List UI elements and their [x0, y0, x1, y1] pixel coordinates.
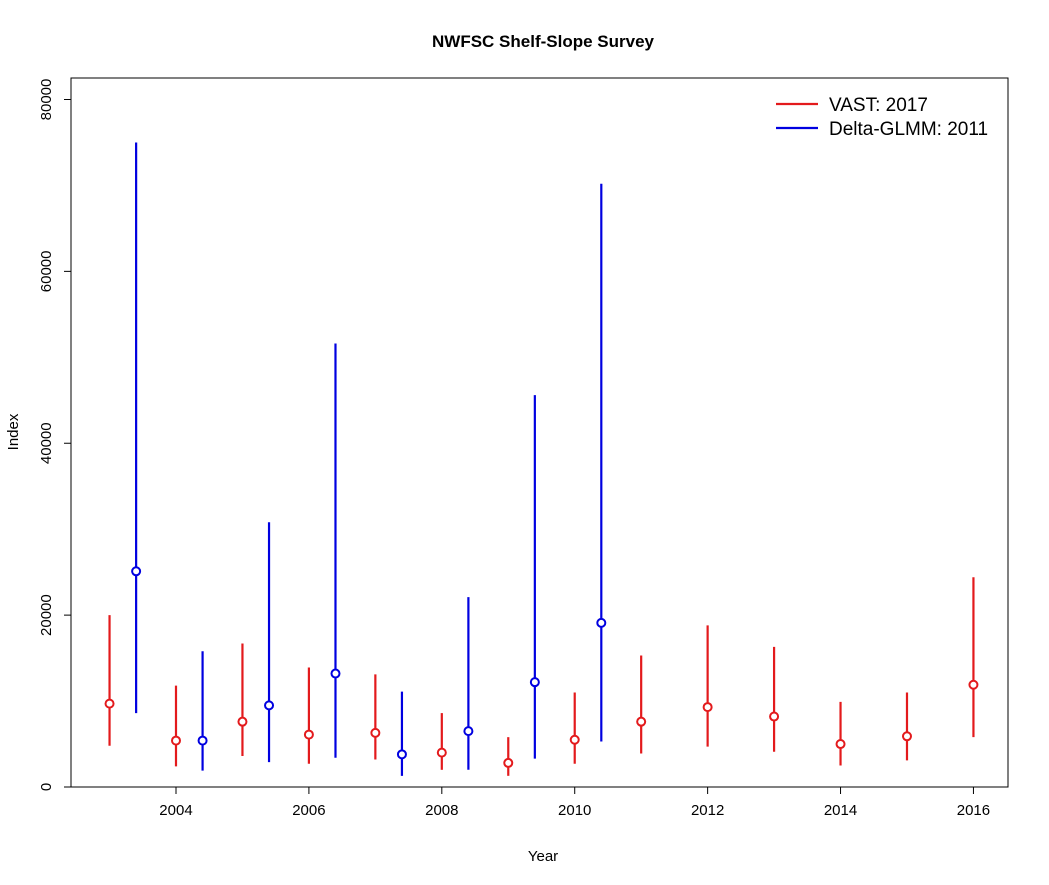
legend: VAST: 2017 Delta-GLMM: 2011 [776, 95, 988, 140]
x-tick-label: 2014 [824, 802, 857, 819]
x-tick-label: 2008 [425, 802, 458, 819]
x-tick-label: 2004 [159, 802, 192, 819]
data-point [170, 735, 181, 746]
data-point [303, 729, 314, 740]
data-point [702, 702, 713, 713]
x-tick-label: 2012 [691, 802, 724, 819]
y-tick-label: 80000 [38, 79, 55, 121]
legend-label: Delta-GLMM: 2011 [829, 119, 988, 140]
y-tick-label: 20000 [38, 594, 55, 636]
data-point [596, 617, 607, 628]
data-point [264, 700, 275, 711]
x-tick-label: 2006 [292, 802, 325, 819]
y-tick-label: 40000 [38, 422, 55, 464]
y-tick-label: 0 [38, 783, 55, 791]
data-point [370, 727, 381, 738]
data-point [237, 716, 248, 727]
data-point [197, 735, 208, 746]
data-point [396, 749, 407, 760]
data-point [131, 566, 142, 577]
data-point [835, 739, 846, 750]
data-point [104, 698, 115, 709]
data-point [569, 734, 580, 745]
data-point [503, 757, 514, 768]
x-tick-label: 2016 [957, 802, 990, 819]
series-0 [104, 577, 979, 776]
chart-title: NWFSC Shelf-Slope Survey [432, 32, 655, 51]
data-marks [104, 142, 979, 776]
y-axis-label: Index [5, 413, 22, 450]
x-axis: 2004 2006 2008 2010 2012 2014 2016 [159, 786, 990, 819]
series-1 [131, 142, 607, 776]
y-axis: 0 20000 40000 60000 80000 [38, 79, 72, 791]
data-point [330, 668, 341, 679]
x-tick-label: 2010 [558, 802, 591, 819]
x-axis-label: Year [528, 848, 558, 865]
data-point [968, 679, 979, 690]
data-point [436, 747, 447, 758]
data-point [636, 716, 647, 727]
y-tick-label: 60000 [38, 251, 55, 293]
legend-label: VAST: 2017 [829, 95, 928, 116]
data-point [901, 731, 912, 742]
data-point [529, 677, 540, 688]
data-point [463, 726, 474, 737]
data-point [769, 711, 780, 722]
